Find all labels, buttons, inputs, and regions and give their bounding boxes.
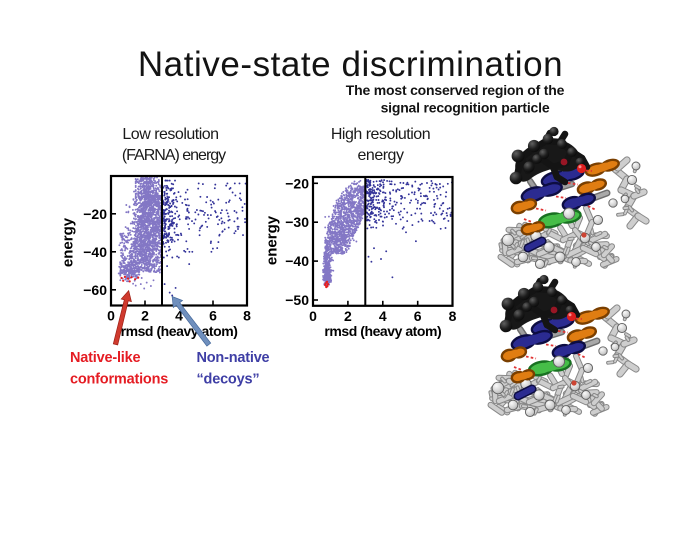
- svg-text:Low resolution: Low resolution: [122, 126, 218, 143]
- svg-text:−40: −40: [285, 253, 309, 269]
- svg-text:0: 0: [309, 308, 317, 324]
- svg-text:rmsd (heavy atom): rmsd (heavy atom): [324, 323, 441, 339]
- svg-text:conformations: conformations: [70, 372, 168, 388]
- svg-text:−20: −20: [285, 175, 309, 191]
- svg-text:6: 6: [414, 308, 422, 324]
- svg-text:Native-state discrimination: Native-state discrimination: [138, 45, 563, 84]
- svg-text:4: 4: [175, 308, 183, 324]
- svg-text:4: 4: [379, 308, 387, 324]
- svg-text:High resolution: High resolution: [331, 126, 430, 143]
- svg-text:2: 2: [344, 308, 352, 324]
- svg-text:Native-like: Native-like: [70, 350, 140, 366]
- svg-text:6: 6: [209, 308, 217, 324]
- svg-text:0: 0: [107, 308, 115, 324]
- svg-text:−50: −50: [285, 292, 309, 308]
- svg-text:energy: energy: [60, 217, 77, 267]
- svg-text:−20: −20: [83, 206, 107, 222]
- svg-text:2: 2: [141, 308, 149, 324]
- svg-text:energy: energy: [264, 215, 281, 265]
- svg-text:8: 8: [449, 308, 457, 324]
- svg-text:Non-native: Non-native: [197, 350, 270, 366]
- svg-text:(FARNA) energy: (FARNA) energy: [122, 147, 226, 164]
- svg-text:The most conserved region of t: The most conserved region of the: [346, 82, 565, 98]
- svg-text:energy: energy: [358, 147, 404, 164]
- svg-text:−40: −40: [83, 244, 107, 260]
- svg-text:−30: −30: [285, 214, 309, 230]
- svg-text:−60: −60: [83, 282, 107, 298]
- svg-text:rmsd (heavy atom): rmsd (heavy atom): [121, 323, 238, 339]
- svg-text:“decoys”: “decoys”: [197, 372, 260, 388]
- svg-text:8: 8: [243, 308, 251, 324]
- svg-text:signal recognition particle: signal recognition particle: [381, 100, 550, 116]
